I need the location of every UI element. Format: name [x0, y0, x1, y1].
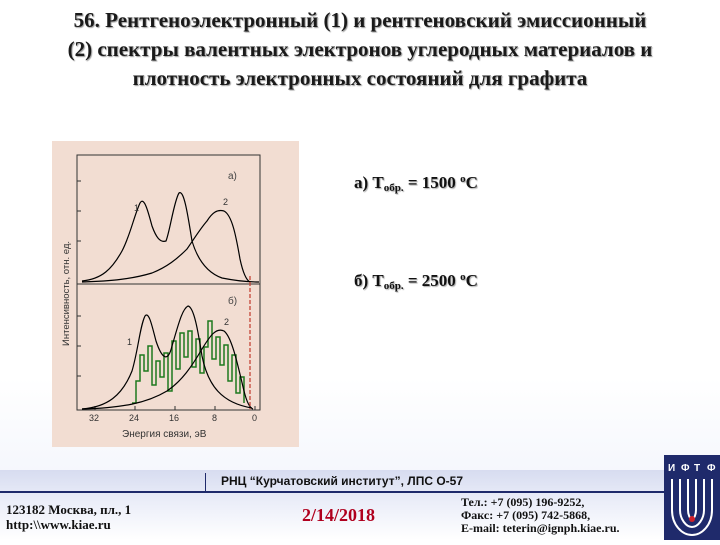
caption-a-deg: о [460, 173, 466, 185]
curve-2-label-b: 2 [224, 317, 229, 327]
caption-b: б) Tобр. = 2500 оС [354, 271, 478, 292]
title-line-1: 56. Рентгеноэлектронный (1) и рентгеновс… [73, 8, 647, 32]
x-tick-label-0: 0 [252, 413, 257, 423]
x-axis-label: Энергия связи, эВ [122, 429, 207, 440]
dos-histogram [132, 320, 245, 404]
caption-b-prefix: б) T [354, 271, 384, 290]
caption-a-value: = 1500 [403, 173, 461, 192]
footer-organization: РНЦ “Курчатовский институт”, ЛПС О-57 [221, 474, 463, 488]
caption-b-sub: обр. [383, 280, 404, 292]
x-tick-label-16: 16 [169, 413, 179, 423]
curve-2-panel-a [81, 209, 251, 283]
logo-letter-2: Ф [681, 463, 690, 474]
phone-number: Тел.: +7 (095) 196-9252, [461, 495, 585, 509]
y-axis-label: Интенсивность, отн. ед. [61, 241, 72, 346]
spectra-plot: а) б) 1 2 1 2 32 24 16 8 0 Энергия связи… [61, 154, 261, 440]
footer-address: 123182 Москва, пл., 1 http:\\www.kiae.ru [6, 502, 131, 532]
title-line-2: (2) спектры валентных электронов углерод… [67, 37, 653, 61]
footer-divider-vertical [205, 473, 206, 491]
curve-1-panel-b [81, 305, 253, 410]
fax-number: Факс: +7 (095) 742-5868, [461, 508, 591, 522]
y-ticks [77, 180, 81, 377]
footer-contacts: Тел.: +7 (095) 196-9252, Факс: +7 (095) … [461, 496, 620, 535]
x-tick-label-8: 8 [212, 413, 217, 423]
curve-2-label-a: 2 [223, 197, 228, 207]
institute-logo: И Ф Т Ф [664, 455, 720, 540]
caption-a-sub: обр. [383, 182, 404, 194]
caption-b-deg: о [460, 271, 466, 283]
logo-icon: И Ф Т Ф [664, 455, 720, 540]
panel-b-label: б) [228, 295, 237, 307]
spectra-figure: а) б) 1 2 1 2 32 24 16 8 0 Энергия связи… [52, 141, 299, 447]
caption-a-unit: С [465, 173, 478, 192]
logo-letter-4: Ф [707, 463, 716, 474]
title-line-3: плотность электронных состояний для граф… [132, 66, 588, 90]
curve-1-panel-a [81, 192, 260, 283]
logo-letter-1: И [668, 463, 675, 474]
panel-a-label: а) [228, 171, 237, 182]
plot-frame [76, 154, 261, 411]
curve-2-panel-b [81, 329, 254, 410]
caption-b-value: = 2500 [403, 271, 461, 290]
curve-1-label-b: 1 [127, 337, 132, 347]
slide-date: 2/14/2018 [302, 505, 376, 525]
curve-1-label-a: 1 [134, 203, 139, 213]
caption-b-unit: С [465, 271, 478, 290]
caption-a: а) Tобр. = 1500 оС [354, 173, 478, 194]
footer-band [0, 470, 720, 540]
address-line: 123182 Москва, пл., 1 [6, 502, 132, 517]
email-link[interactable]: E-mail: teterin@ignph.kiae.ru. [461, 521, 620, 535]
logo-letter-3: Т [694, 463, 700, 474]
footer-divider [0, 491, 664, 493]
caption-a-prefix: а) T [354, 173, 384, 192]
x-tick-label-24: 24 [129, 413, 139, 423]
slide-title: 56. Рентгеноэлектронный (1) и рентгеновс… [0, 6, 720, 93]
x-tick-label-32: 32 [89, 413, 99, 423]
website-link[interactable]: http:\\www.kiae.ru [6, 517, 111, 532]
